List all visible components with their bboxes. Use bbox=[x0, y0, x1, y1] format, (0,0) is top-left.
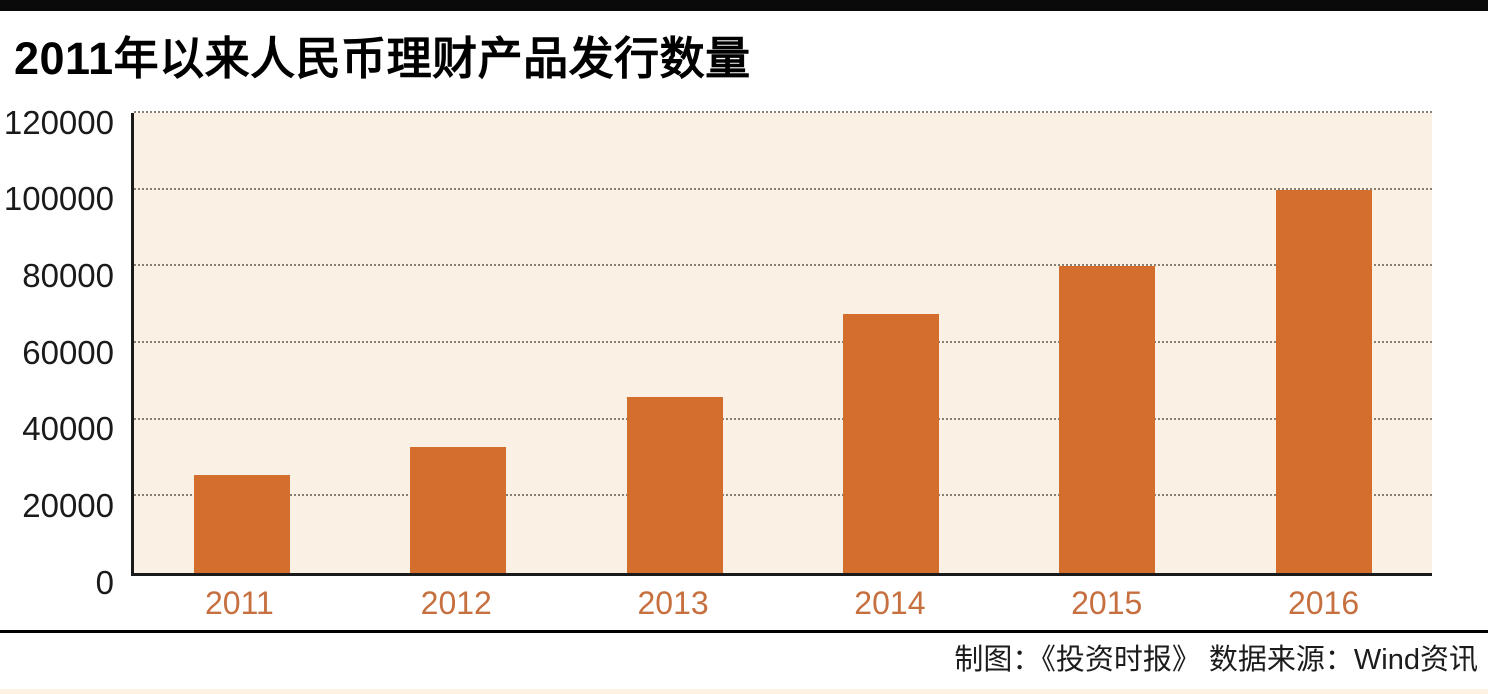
bottom-accent-strip bbox=[0, 689, 1488, 694]
y-tick-label-80000: 80000 bbox=[22, 256, 114, 294]
x-tick-label-2012: 2012 bbox=[420, 585, 492, 621]
bar-2014 bbox=[843, 314, 940, 573]
y-tick-label-100000: 100000 bbox=[3, 180, 114, 218]
x-axis-labels: 2011 2012 2013 2014 2015 2016 bbox=[131, 586, 1432, 620]
credit-text: 制图：《投资时报》 数据来源：Wind资讯 bbox=[954, 644, 1478, 676]
bars bbox=[134, 113, 1432, 573]
gridline-80000 bbox=[134, 264, 1432, 267]
bar-slot-2013 bbox=[567, 113, 783, 573]
y-tick-label-40000: 40000 bbox=[22, 410, 114, 448]
bar-2013 bbox=[626, 396, 723, 573]
gridline-40000 bbox=[134, 417, 1432, 420]
y-tick-label-20000: 20000 bbox=[22, 486, 114, 524]
gridline-100000 bbox=[134, 187, 1432, 190]
bar-slot-2012 bbox=[350, 113, 566, 573]
bar-2016 bbox=[1275, 189, 1372, 573]
x-tick-label-2015: 2015 bbox=[1071, 585, 1143, 621]
plot-area bbox=[131, 111, 1432, 576]
y-tick-label-0: 0 bbox=[95, 563, 114, 601]
chart-title: 2011年以来人民币理财产品发行数量 bbox=[14, 33, 751, 84]
y-tick-label-120000: 120000 bbox=[3, 103, 114, 141]
bar-2011 bbox=[194, 475, 291, 573]
footer-divider bbox=[0, 630, 1488, 633]
x-tick-label-2011: 2011 bbox=[205, 585, 274, 621]
bar-slot-2011 bbox=[134, 113, 350, 573]
top-accent-bar bbox=[0, 0, 1488, 11]
gridline-60000 bbox=[134, 341, 1432, 343]
gridline-20000 bbox=[134, 494, 1432, 497]
bar-2012 bbox=[410, 446, 507, 573]
bar-slot-2015 bbox=[999, 113, 1215, 573]
bar-slot-2014 bbox=[783, 113, 999, 573]
bar-2015 bbox=[1059, 266, 1156, 573]
x-tick-label-2014: 2014 bbox=[854, 585, 926, 621]
y-axis-labels: 0 20000 40000 60000 80000 100000 120000 bbox=[0, 106, 114, 599]
x-tick-label-2013: 2013 bbox=[637, 585, 709, 621]
x-tick-label-2016: 2016 bbox=[1287, 585, 1360, 621]
y-tick-label-60000: 60000 bbox=[22, 333, 114, 371]
bar-slot-2016 bbox=[1216, 113, 1432, 573]
gridline-120000 bbox=[134, 111, 1432, 113]
